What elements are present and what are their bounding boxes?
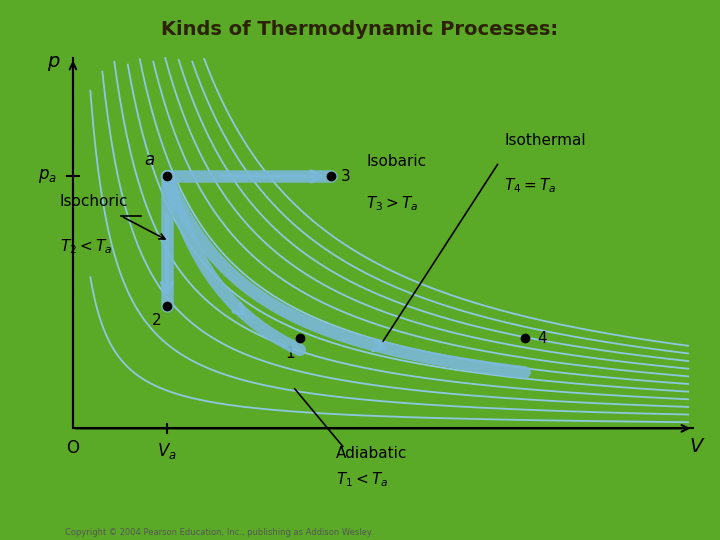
Text: Copyright © 2004 Pearson Education, Inc., publishing as Addison Wesley.: Copyright © 2004 Pearson Education, Inc.… [65, 528, 373, 537]
Text: $T_1 < T_a$: $T_1 < T_a$ [336, 470, 388, 489]
Text: p: p [48, 52, 60, 71]
Text: $T_4 = T_a$: $T_4 = T_a$ [504, 177, 557, 195]
Text: $T_3 > T_a$: $T_3 > T_a$ [366, 194, 418, 213]
Text: Kinds of Thermodynamic Processes:: Kinds of Thermodynamic Processes: [161, 20, 559, 39]
Text: 4: 4 [537, 331, 546, 346]
Text: Isochoric: Isochoric [60, 194, 128, 209]
Text: O: O [66, 439, 79, 457]
Text: Isobaric: Isobaric [366, 154, 426, 169]
Text: Adiabatic: Adiabatic [336, 447, 407, 461]
Text: 1: 1 [285, 346, 294, 361]
Text: 3: 3 [341, 169, 351, 184]
Text: $a$: $a$ [143, 151, 155, 169]
Text: $V_a$: $V_a$ [157, 441, 177, 461]
Text: Isothermal: Isothermal [504, 133, 586, 147]
Text: 2: 2 [152, 313, 162, 328]
Text: V: V [690, 437, 703, 456]
Text: $p_a$: $p_a$ [37, 167, 57, 185]
Text: $T_2 < T_a$: $T_2 < T_a$ [60, 238, 112, 256]
